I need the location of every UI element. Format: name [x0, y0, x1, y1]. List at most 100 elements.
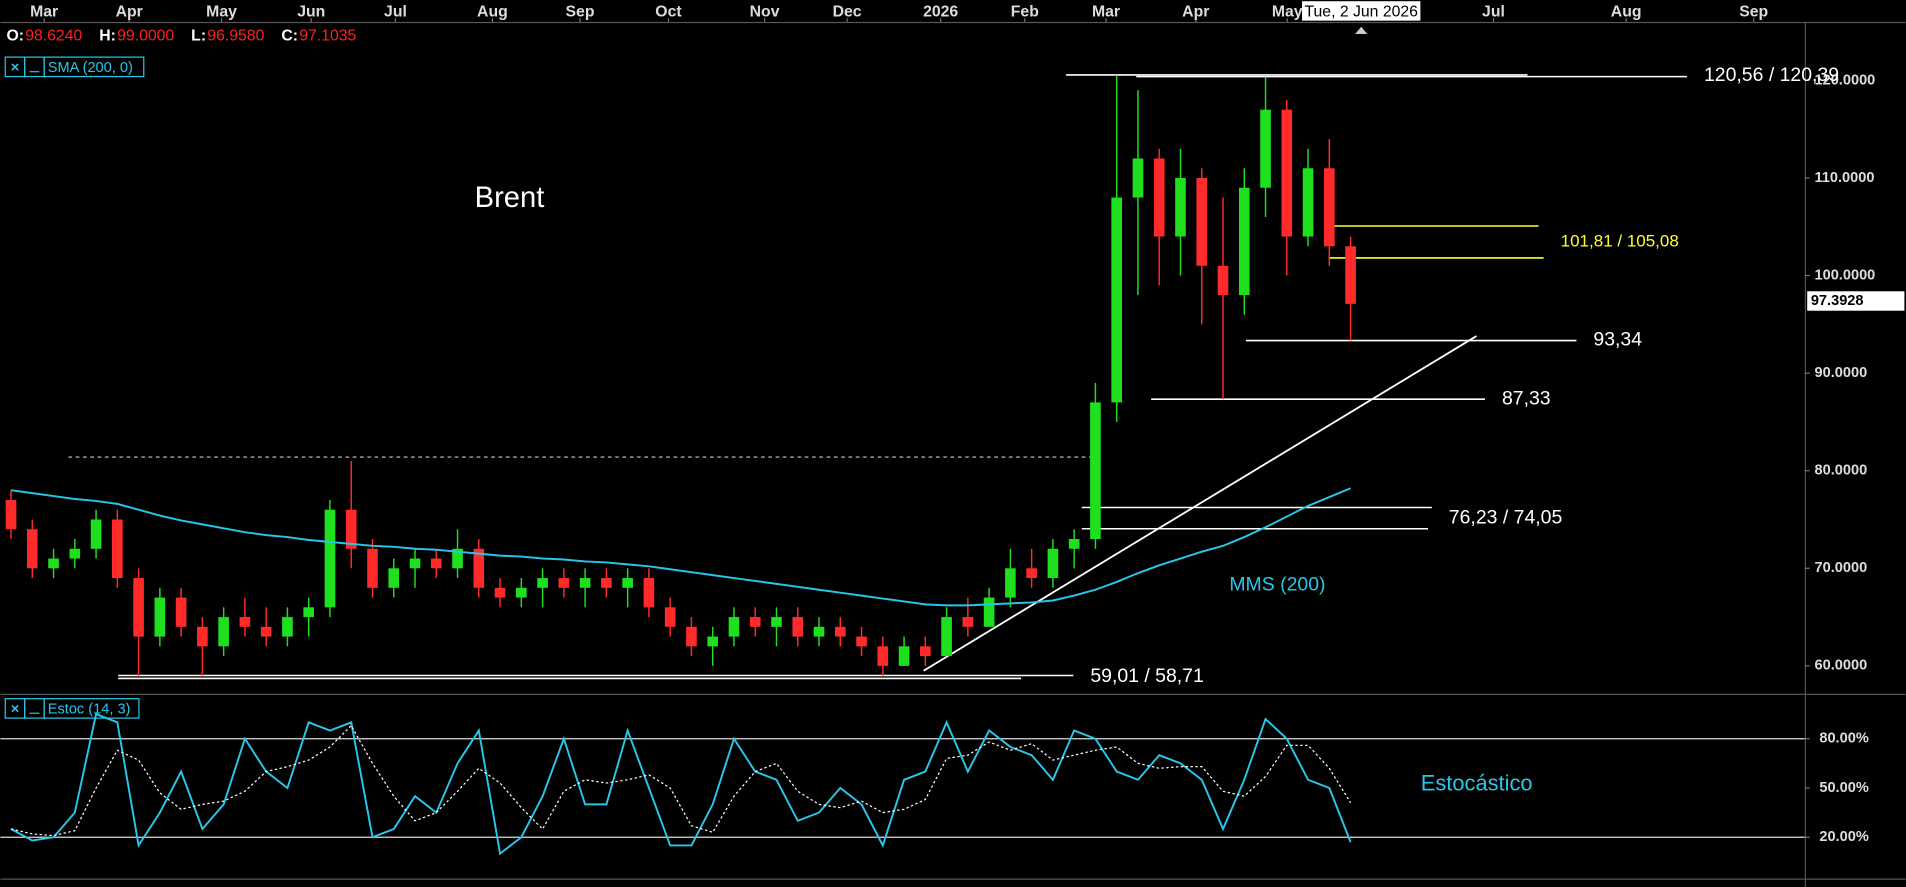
- candle-body: [133, 578, 144, 637]
- candle-body: [686, 626, 697, 647]
- candle-body: [452, 548, 463, 569]
- ohlc-name: H:: [99, 28, 116, 45]
- candle-body: [813, 626, 825, 637]
- x-tick-label: Dec: [833, 3, 862, 20]
- ohlc-name: C:: [281, 28, 298, 45]
- candle-body: [834, 626, 846, 637]
- candle-body: [345, 509, 357, 549]
- ohlc-value: 97.1035: [299, 28, 356, 45]
- x-tick-label: Mar: [1092, 3, 1120, 20]
- ohlc-name: L:: [191, 28, 206, 45]
- ohlc-value: 99.0000: [117, 28, 174, 45]
- candle-body: [856, 636, 867, 647]
- candle-body: [1324, 168, 1335, 247]
- candle-body: [643, 578, 655, 608]
- tag-frame: [43, 56, 145, 78]
- y-tick-label: 80.0000: [1814, 463, 1867, 479]
- level-label: 120,56 / 120,39: [1704, 64, 1839, 86]
- candle-body: [494, 587, 506, 598]
- candle-body: [1005, 568, 1016, 598]
- chart-title: Brent: [475, 182, 545, 214]
- x-tick-label: Aug: [477, 3, 508, 20]
- level-label: 87,33: [1502, 387, 1551, 409]
- crosshair-box: [1302, 1, 1421, 21]
- y-tick-label: 20.00%: [1819, 829, 1868, 845]
- candle-body: [1238, 187, 1250, 296]
- close-glyph: ×: [11, 60, 20, 76]
- candle-body: [90, 519, 102, 549]
- candle-body: [1132, 158, 1144, 198]
- candle-body: [1153, 158, 1165, 237]
- x-tick-label: Sep: [1739, 3, 1768, 20]
- stoch-indicator-tag[interactable]: × Estoc (14, 3): [4, 698, 140, 719]
- candle-body: [367, 548, 378, 588]
- candle-body: [601, 578, 612, 588]
- candle-body: [728, 617, 740, 637]
- candle-body: [558, 578, 570, 588]
- candle-body: [579, 578, 591, 588]
- candle-body: [303, 607, 315, 618]
- candle-body: [218, 617, 229, 647]
- y-tick-label: 90.0000: [1814, 365, 1867, 381]
- candle-body: [1090, 402, 1101, 540]
- last-price-box: [1807, 291, 1905, 311]
- x-tick-label: Feb: [1011, 3, 1039, 20]
- candle-body: [197, 626, 208, 647]
- candle-body: [1111, 197, 1123, 403]
- candle-body: [983, 597, 995, 627]
- tag-frame: [43, 698, 140, 719]
- candle-body: [771, 617, 782, 627]
- candle-body: [664, 607, 676, 627]
- level-label: 101,81 / 105,08: [1561, 231, 1679, 250]
- ohlc-value: 96.9580: [207, 28, 264, 45]
- y-tick-label: 70.0000: [1814, 560, 1867, 576]
- x-tick-label: May: [206, 3, 237, 20]
- candle-body: [1026, 568, 1037, 579]
- candle-body: [69, 548, 81, 559]
- candle-body: [516, 587, 527, 598]
- sma-line: [10, 487, 1351, 607]
- crosshair-label: Tue, 2 Jun 2026: [1304, 3, 1418, 20]
- candle-body: [112, 519, 123, 579]
- candle-body: [1068, 539, 1080, 549]
- x-tick-label: Apr: [116, 3, 143, 20]
- close-glyph: ×: [11, 701, 20, 717]
- stoch-line: [10, 724, 1352, 837]
- stoch-title: Estocástico: [1421, 771, 1533, 796]
- last-price-label: 97.3928: [1811, 293, 1864, 309]
- level-label: 59,01 / 58,71: [1090, 665, 1203, 687]
- candle-body: [388, 568, 400, 588]
- candle-body: [1175, 177, 1186, 237]
- y-tick-label: 80.00%: [1819, 731, 1868, 747]
- ohlc-name: O:: [6, 28, 24, 45]
- level-label: 76,23 / 74,05: [1449, 506, 1562, 528]
- candle-body: [792, 617, 804, 637]
- candle-body: [48, 558, 59, 569]
- stoch-line: [10, 712, 1352, 856]
- candle-body: [1260, 109, 1271, 188]
- candle-body: [749, 617, 761, 627]
- x-tick-label: Apr: [1182, 3, 1209, 20]
- candle-body: [920, 646, 931, 657]
- candle-body: [175, 597, 187, 627]
- x-tick-label: Jul: [384, 3, 407, 20]
- candle-body: [1302, 168, 1314, 237]
- candle-body: [473, 548, 485, 588]
- candle-body: [962, 617, 974, 627]
- level-label: 93,34: [1593, 329, 1642, 351]
- price-indicator-tag[interactable]: × SMA (200, 0): [4, 56, 145, 78]
- y-tick-label: 120.0000: [1814, 72, 1875, 88]
- candle-body: [707, 636, 719, 647]
- trendline: [923, 335, 1477, 672]
- y-tick-label: 50.00%: [1819, 780, 1868, 796]
- candle-body: [260, 626, 272, 637]
- candle-body: [1345, 246, 1356, 304]
- y-tick-label: 100.0000: [1814, 267, 1875, 283]
- crosshair-marker: [1355, 26, 1368, 35]
- candle-body: [324, 509, 336, 608]
- indicator-label: Estoc (14, 3): [48, 701, 131, 717]
- x-tick-label: Nov: [750, 3, 780, 20]
- indicator-label: SMA (200, 0): [48, 60, 133, 76]
